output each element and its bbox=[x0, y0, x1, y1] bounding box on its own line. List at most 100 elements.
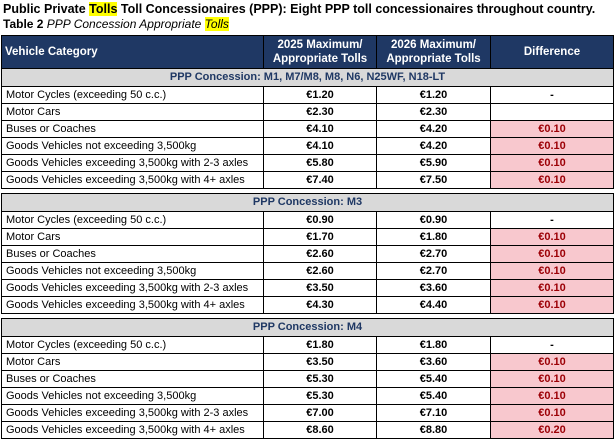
table-row: Goods Vehicles not exceeding 3,500kg €2.6… bbox=[1, 261, 614, 280]
section-spacer bbox=[1, 188, 614, 194]
toll-2026-cell: €2.70 bbox=[376, 261, 491, 280]
toll-2026-cell: €3.60 bbox=[376, 352, 491, 371]
toll-2025-cell: €7.00 bbox=[263, 403, 377, 422]
table-row: Buses or Coaches €4.10 €4.20 €0.10 bbox=[1, 119, 614, 138]
vehicle-category-cell: Goods Vehicles exceeding 3,500kg with 2-… bbox=[1, 403, 264, 422]
vehicle-category-cell: Motor Cars bbox=[1, 102, 264, 121]
vehicle-category-cell: Goods Vehicles not exceeding 3,500kg bbox=[1, 386, 264, 405]
column-header-2025-tolls: 2025 Maximum/ Appropriate Tolls bbox=[263, 34, 377, 69]
column-header-2026-tolls: 2026 Maximum/ Appropriate Tolls bbox=[376, 34, 491, 69]
toll-2025-cell: €7.40 bbox=[263, 170, 377, 189]
vehicle-category-cell: Buses or Coaches bbox=[1, 369, 264, 388]
difference-cell: - bbox=[490, 335, 614, 354]
document-header: Public Private Tolls Toll Concessionaire… bbox=[0, 0, 614, 34]
table-caption-label: Table 2 bbox=[3, 17, 47, 32]
table-row: Motor Cars €3.50 €3.60 €0.10 bbox=[1, 352, 614, 371]
vehicle-category-cell: Goods Vehicles not exceeding 3,500kg bbox=[1, 136, 264, 155]
toll-2025-cell: €0.90 bbox=[263, 210, 377, 229]
toll-2026-cell: €8.80 bbox=[376, 420, 491, 439]
section-spacer-cell bbox=[1, 188, 614, 194]
table-row: Motor Cycles (exceeding 50 c.c.) €1.20 €1.… bbox=[1, 85, 614, 104]
table-row: Goods Vehicles not exceeding 3,500kg €4.1… bbox=[1, 136, 614, 155]
difference-cell: €0.10 bbox=[490, 153, 614, 172]
difference-cell bbox=[490, 102, 614, 121]
column-header-vehicle-category: Vehicle Category bbox=[1, 34, 264, 69]
section-spacer-cell bbox=[1, 313, 614, 319]
toll-2025-cell: €2.60 bbox=[263, 244, 377, 263]
toll-2026-cell: €7.50 bbox=[376, 170, 491, 189]
table-row: Goods Vehicles exceeding 3,500kg with 4+… bbox=[1, 295, 614, 314]
toll-2025-cell: €4.10 bbox=[263, 136, 377, 155]
concession-section-row: PPP Concession: M1, M7/M8, M8, N6, N25WF… bbox=[1, 67, 614, 87]
difference-cell: €0.10 bbox=[490, 244, 614, 263]
title-text-prefix: Public Private bbox=[3, 2, 90, 16]
table-row: Motor Cycles (exceeding 50 c.c.) €1.80 €1.… bbox=[1, 335, 614, 354]
concession-section-row: PPP Concession: M4 bbox=[1, 317, 614, 337]
title-text-suffix: Toll Concessionaires (PPP): Eight PPP to… bbox=[117, 2, 596, 16]
toll-2025-cell: €8.60 bbox=[263, 420, 377, 439]
vehicle-category-cell: Motor Cars bbox=[1, 352, 264, 371]
toll-2026-cell: €4.40 bbox=[376, 295, 491, 314]
toll-2026-cell: €1.20 bbox=[376, 85, 491, 104]
difference-cell: €0.10 bbox=[490, 352, 614, 371]
toll-2025-cell: €5.30 bbox=[263, 386, 377, 405]
concession-section-header: PPP Concession: M4 bbox=[1, 317, 614, 337]
toll-2026-cell: €5.40 bbox=[376, 369, 491, 388]
vehicle-category-cell: Motor Cycles (exceeding 50 c.c.) bbox=[1, 210, 264, 229]
toll-2026-cell: €4.20 bbox=[376, 136, 491, 155]
difference-cell: €0.10 bbox=[490, 278, 614, 297]
toll-2026-cell: €1.80 bbox=[376, 335, 491, 354]
difference-cell: €0.10 bbox=[490, 403, 614, 422]
difference-cell: €0.10 bbox=[490, 386, 614, 405]
toll-2026-cell: €1.80 bbox=[376, 227, 491, 246]
toll-2025-cell: €5.80 bbox=[263, 153, 377, 172]
table-row: Goods Vehicles exceeding 3,500kg with 2-… bbox=[1, 278, 614, 297]
vehicle-category-cell: Goods Vehicles exceeding 3,500kg with 4+… bbox=[1, 420, 264, 439]
toll-2025-cell: €2.60 bbox=[263, 261, 377, 280]
table-row: Goods Vehicles not exceeding 3,500kg €5.3… bbox=[1, 386, 614, 405]
table-row: Motor Cars €1.70 €1.80 €0.10 bbox=[1, 227, 614, 246]
toll-2025-cell: €3.50 bbox=[263, 278, 377, 297]
difference-cell: €0.10 bbox=[490, 261, 614, 280]
toll-2026-cell: €3.60 bbox=[376, 278, 491, 297]
difference-cell: €0.10 bbox=[490, 227, 614, 246]
vehicle-category-cell: Goods Vehicles exceeding 3,500kg with 4+… bbox=[1, 295, 264, 314]
vehicle-category-cell: Motor Cars bbox=[1, 227, 264, 246]
toll-2025-cell: €5.30 bbox=[263, 369, 377, 388]
toll-2025-cell: €4.30 bbox=[263, 295, 377, 314]
section-spacer bbox=[1, 313, 614, 319]
concession-section-row: PPP Concession: M3 bbox=[1, 192, 614, 212]
table-row: Goods Vehicles exceeding 3,500kg with 4+… bbox=[1, 170, 614, 189]
vehicle-category-cell: Motor Cycles (exceeding 50 c.c.) bbox=[1, 85, 264, 104]
vehicle-category-cell: Goods Vehicles not exceeding 3,500kg bbox=[1, 261, 264, 280]
toll-2025-cell: €4.10 bbox=[263, 119, 377, 138]
difference-cell: - bbox=[490, 85, 614, 104]
table-row: Goods Vehicles exceeding 3,500kg with 2-… bbox=[1, 153, 614, 172]
toll-2025-cell: €3.50 bbox=[263, 352, 377, 371]
toll-2026-cell: €2.70 bbox=[376, 244, 491, 263]
difference-cell: €0.10 bbox=[490, 369, 614, 388]
concession-section-header: PPP Concession: M1, M7/M8, M8, N6, N25WF… bbox=[1, 67, 614, 87]
toll-2026-cell: €5.90 bbox=[376, 153, 491, 172]
vehicle-category-cell: Buses or Coaches bbox=[1, 244, 264, 263]
difference-cell: - bbox=[490, 210, 614, 229]
toll-2025-cell: €1.70 bbox=[263, 227, 377, 246]
vehicle-category-cell: Goods Vehicles exceeding 3,500kg with 2-… bbox=[1, 153, 264, 172]
table-row: Buses or Coaches €2.60 €2.70 €0.10 bbox=[1, 244, 614, 263]
difference-cell: €0.10 bbox=[490, 136, 614, 155]
table-caption-italic: PPP Concession Appropriate bbox=[46, 17, 205, 32]
toll-2026-cell: €0.90 bbox=[376, 210, 491, 229]
table-row: Goods Vehicles exceeding 3,500kg with 4+… bbox=[1, 420, 614, 439]
table-caption: Table 2 PPP Concession Appropriate Tolls bbox=[3, 17, 611, 32]
toll-2026-cell: €4.20 bbox=[376, 119, 491, 138]
difference-cell: €0.20 bbox=[490, 420, 614, 439]
toll-2025-cell: €2.30 bbox=[263, 102, 377, 121]
vehicle-category-cell: Goods Vehicles exceeding 3,500kg with 2-… bbox=[1, 278, 264, 297]
column-header-difference: Difference bbox=[490, 34, 614, 69]
vehicle-category-cell: Buses or Coaches bbox=[1, 119, 264, 138]
table-header-row: Vehicle Category 2025 Maximum/ Appropria… bbox=[1, 34, 614, 69]
toll-2025-cell: €1.20 bbox=[263, 85, 377, 104]
vehicle-category-cell: Goods Vehicles exceeding 3,500kg with 4+… bbox=[1, 170, 264, 189]
toll-2026-cell: €7.10 bbox=[376, 403, 491, 422]
title-highlighted-word: Tolls bbox=[89, 2, 118, 16]
